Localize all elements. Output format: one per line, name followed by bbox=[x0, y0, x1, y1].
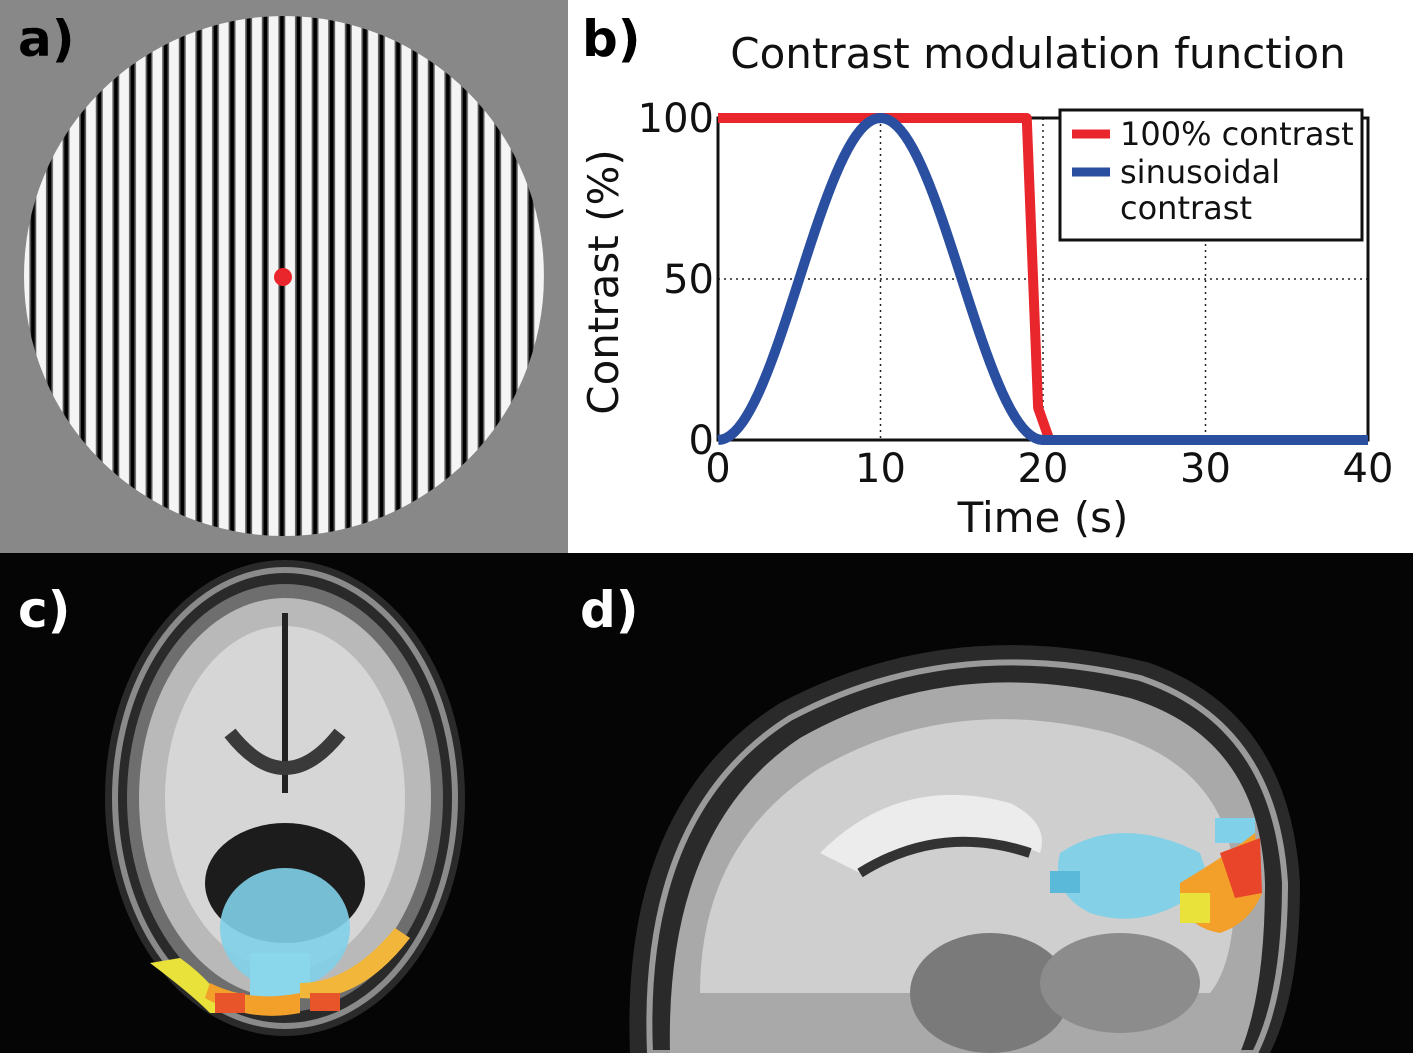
series-line-sinusoidal bbox=[717, 113, 1368, 445]
grating-stimulus bbox=[24, 16, 544, 536]
activation-blue-axial bbox=[220, 868, 350, 998]
activation-warm-axial bbox=[150, 928, 410, 1016]
mri-panels: c) d) bbox=[0, 553, 1413, 1053]
mri-images bbox=[105, 560, 1300, 1053]
fixation-dot bbox=[274, 268, 292, 286]
panel-a-label: a) bbox=[18, 10, 75, 68]
panel-b-label: b) bbox=[582, 10, 641, 68]
panel-c-label: c) bbox=[18, 581, 71, 639]
legend-label: 100% contrast bbox=[1120, 115, 1354, 153]
legend-label: sinusoidal bbox=[1120, 153, 1280, 191]
sagittal-brain-slice bbox=[629, 645, 1300, 1053]
activation-blue-sagittal bbox=[1050, 818, 1255, 919]
x-tick-label: 20 bbox=[1018, 446, 1069, 492]
panel-d-label: d) bbox=[580, 581, 639, 639]
chart-series bbox=[717, 113, 1368, 445]
y-tick-label: 0 bbox=[689, 418, 714, 464]
x-tick-label: 10 bbox=[855, 446, 906, 492]
x-tick-label: 40 bbox=[1343, 446, 1394, 492]
activation-warm-sagittal bbox=[1180, 833, 1262, 933]
x-tick-label: 0 bbox=[705, 446, 730, 492]
y-tick-label: 100 bbox=[638, 96, 714, 142]
x-axis-title: Time (s) bbox=[957, 493, 1129, 542]
x-tick-label: 30 bbox=[1180, 446, 1231, 492]
chart-ticks: 0 10 20 30 40 0 50 100 bbox=[638, 96, 1394, 492]
axial-brain-slice bbox=[105, 560, 465, 1036]
y-axis-title: Contrast (%) bbox=[579, 149, 628, 415]
contrast-chart-panel: b) Contrast modulation function 0 10 20 30 4… bbox=[568, 0, 1413, 553]
contrast-chart: Contrast modulation function 0 10 20 30 40 0 5… bbox=[579, 29, 1394, 542]
legend-label: contrast bbox=[1120, 189, 1252, 227]
chart-title: Contrast modulation function bbox=[730, 29, 1345, 78]
legend-box bbox=[1058, 108, 1364, 242]
y-tick-label: 50 bbox=[663, 257, 714, 303]
chart-grid bbox=[718, 118, 1368, 440]
grating-stimulus-panel: a) bbox=[0, 0, 568, 553]
